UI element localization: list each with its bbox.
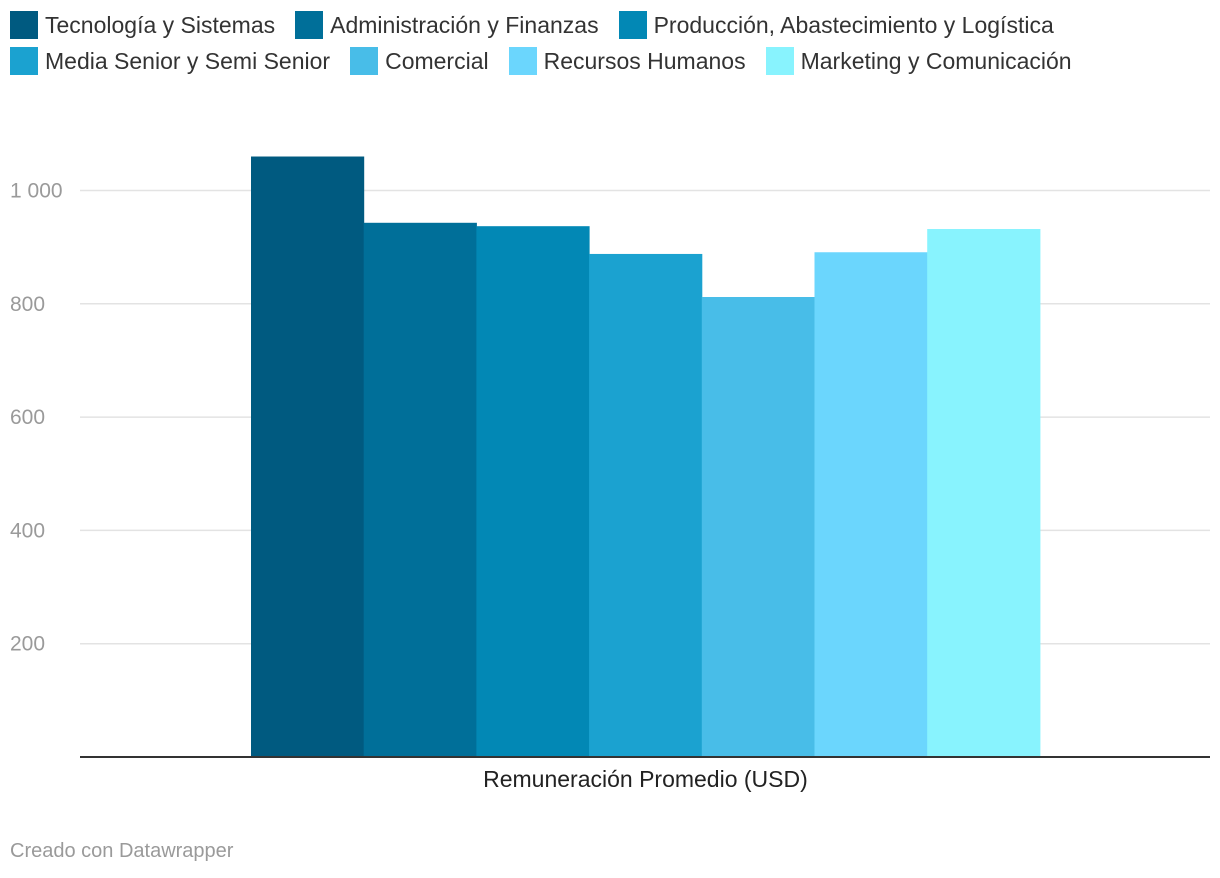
bar <box>814 252 928 757</box>
legend-label: Media Senior y Semi Senior <box>45 47 331 74</box>
legend-swatch <box>295 11 324 39</box>
legend-swatch <box>10 47 38 75</box>
legend-label: Tecnología y Sistemas <box>45 11 276 38</box>
legend-swatch <box>765 47 794 75</box>
legend-swatch <box>618 11 647 39</box>
legend-item: Media Senior y Semi Senior <box>10 46 330 76</box>
legend-label: Comercial <box>385 47 489 74</box>
legend-item: Producción, Abastecimiento y Logística <box>618 10 1054 40</box>
legend-swatch <box>10 11 38 39</box>
legend-item: Marketing y Comunicación <box>765 46 1072 76</box>
legend-swatch <box>508 47 537 75</box>
y-axis: 200 400 600 800 1 000 <box>10 180 63 656</box>
bar <box>701 297 815 757</box>
bars <box>251 156 1041 758</box>
y-tick-label: 400 <box>10 519 45 542</box>
bar <box>363 222 477 758</box>
y-tick-label: 200 <box>10 633 45 656</box>
legend-label: Recursos Humanos <box>543 47 746 74</box>
y-tick-label: 800 <box>10 293 45 316</box>
legend-label: Marketing y Comunicación <box>800 47 1072 74</box>
legend-item: Tecnología y Sistemas <box>10 10 275 40</box>
legend-swatch <box>350 47 379 75</box>
legend-label: Administración y Finanzas <box>330 11 599 38</box>
legend-item: Recursos Humanos <box>508 46 746 76</box>
credit-text: Creado con Datawrapper <box>10 840 234 862</box>
legend-item: Comercial <box>350 46 489 76</box>
bar <box>476 226 590 757</box>
legend-item: Administración y Finanzas <box>295 10 599 40</box>
bar <box>251 156 365 757</box>
y-tick-label: 1 000 <box>10 180 63 203</box>
y-tick-label: 600 <box>10 406 45 429</box>
bar <box>927 229 1041 757</box>
chart-legend: Tecnología y Sistemas Administración y Fi… <box>10 10 1210 76</box>
legend-label: Producción, Abastecimiento y Logística <box>653 11 1054 38</box>
x-axis-label: Remuneración Promedio (USD) <box>483 766 808 792</box>
bar <box>589 253 703 757</box>
